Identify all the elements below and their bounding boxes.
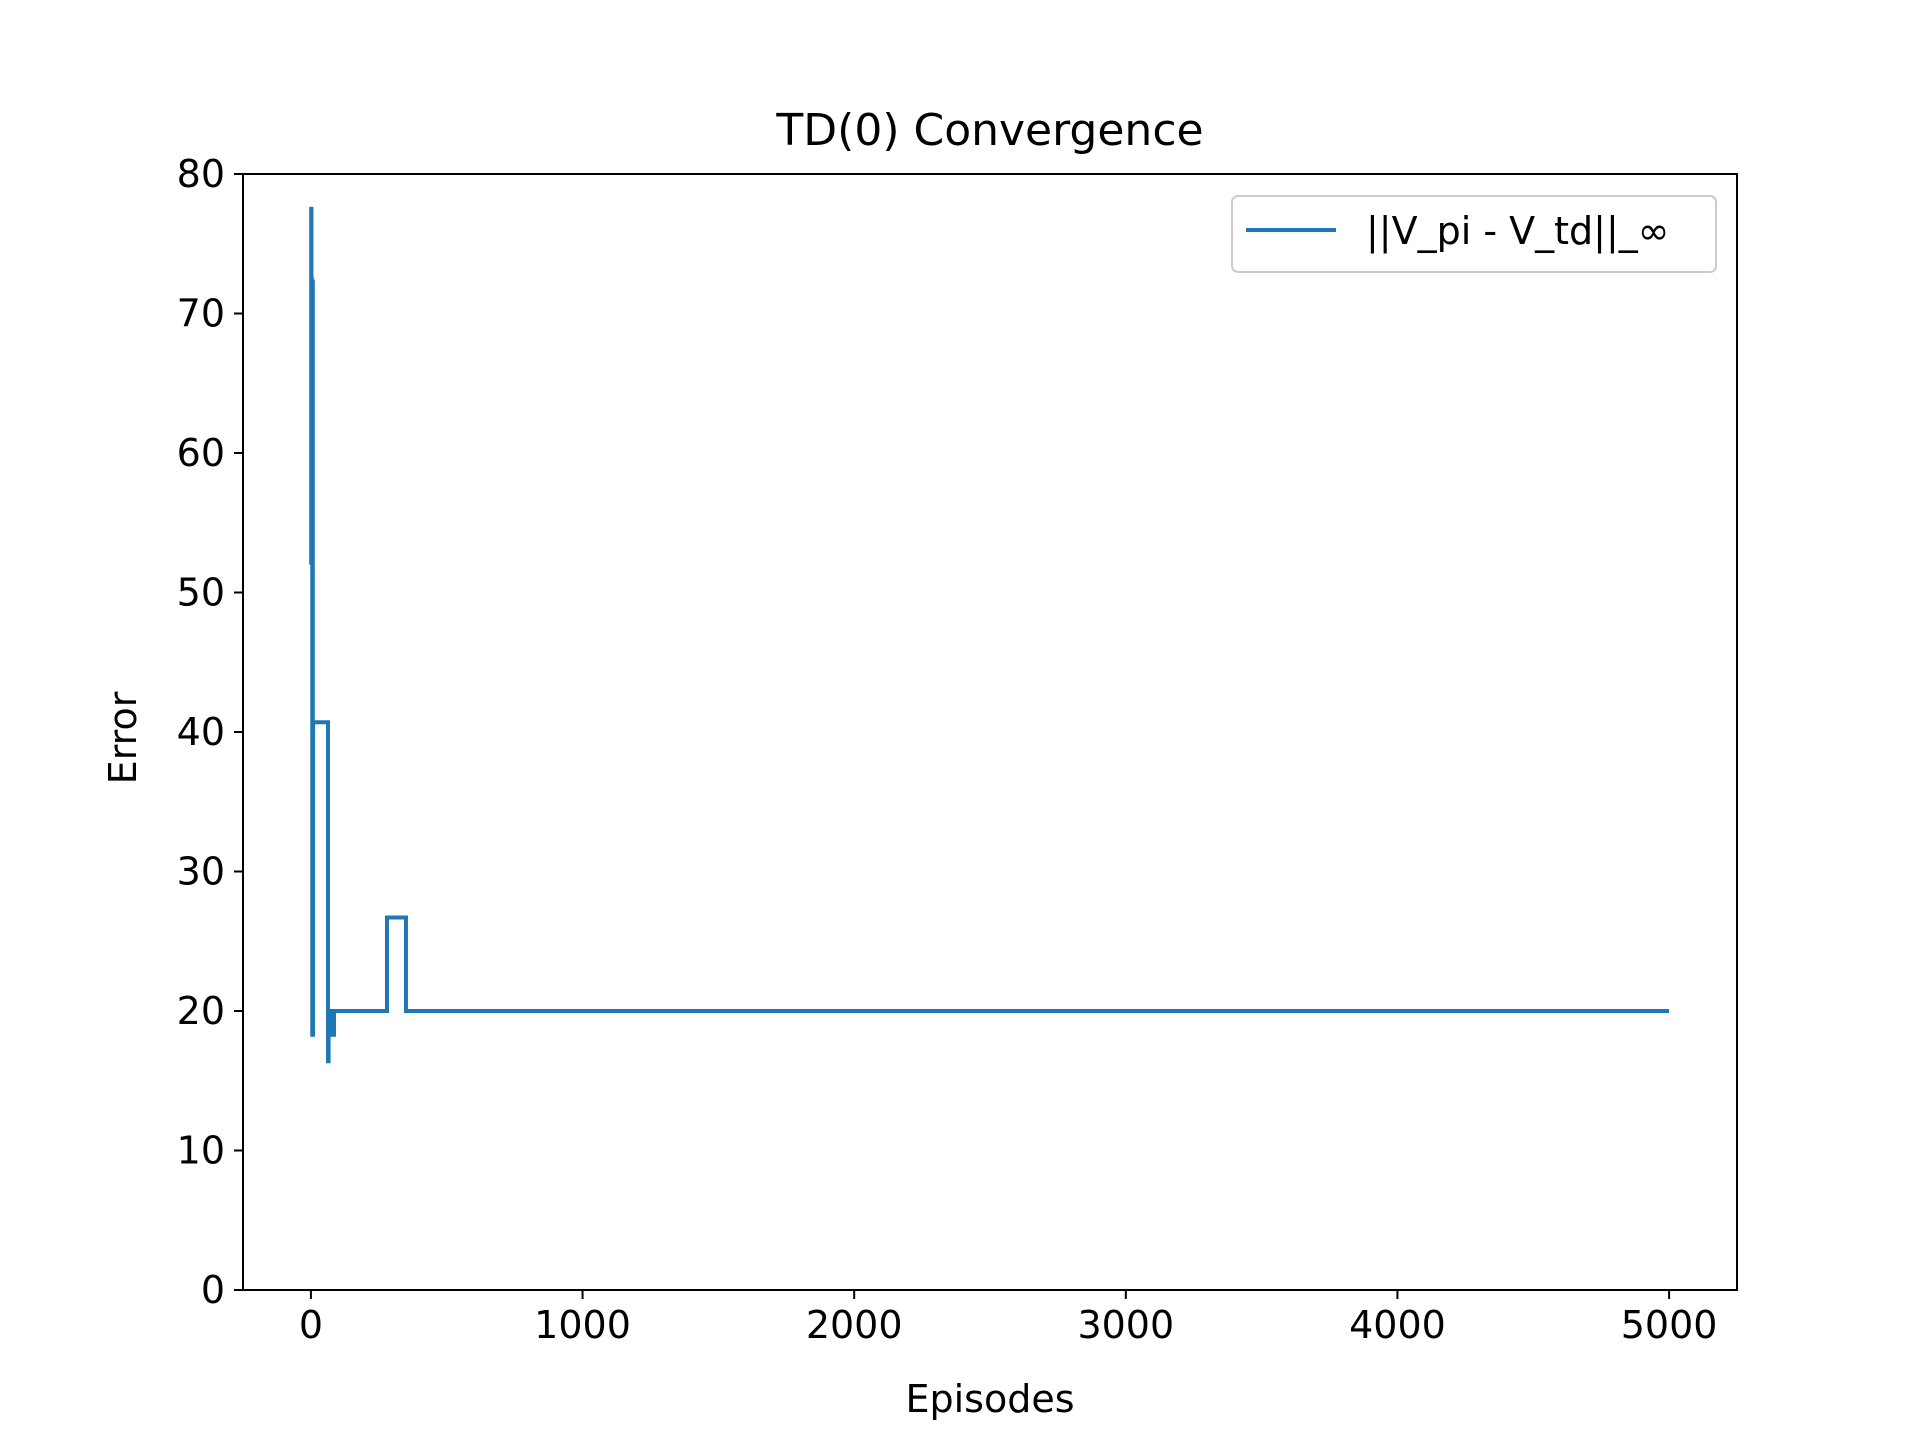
- y-tick-label: 50: [177, 571, 225, 615]
- x-tick-label: 4000: [1349, 1303, 1446, 1347]
- legend-label: ||V_pi - V_td||_∞: [1366, 209, 1669, 254]
- y-tick-label: 30: [177, 850, 225, 894]
- series-line-0: [309, 206, 1670, 1064]
- y-tick-label: 70: [177, 292, 225, 336]
- x-tick-label: 3000: [1077, 1303, 1174, 1347]
- y-tick-label: 80: [177, 152, 225, 196]
- plot-area: 0 1000 2000 3000 4000 5000 0 10 20 30 40 50 60 70 80: [177, 152, 1738, 1347]
- chart-title: TD(0) Convergence: [775, 105, 1203, 156]
- x-tick-label: 2000: [806, 1303, 903, 1347]
- y-tick-label: 0: [201, 1268, 225, 1312]
- y-tick-label: 20: [177, 989, 225, 1033]
- legend: ||V_pi - V_td||_∞: [1231, 195, 1717, 273]
- x-tick-label: 1000: [534, 1303, 631, 1347]
- y-tick-label: 40: [177, 710, 225, 754]
- y-axis-label: Error: [101, 691, 145, 784]
- y-tick-label: 60: [177, 431, 225, 475]
- y-tick-label: 10: [177, 1129, 225, 1173]
- x-axis-label: Episodes: [905, 1377, 1074, 1421]
- x-tick-label: 0: [299, 1303, 323, 1347]
- legend-frame: [1231, 195, 1717, 273]
- x-tick-label: 5000: [1621, 1303, 1718, 1347]
